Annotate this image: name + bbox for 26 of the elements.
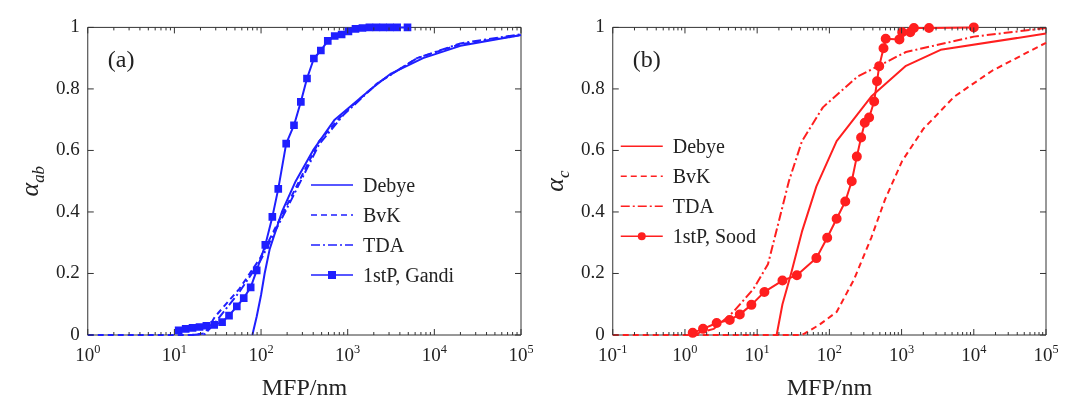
- legend-label: BvK: [672, 165, 712, 188]
- x-axis-title: MFP/nm: [786, 374, 873, 400]
- legend-label: Debye: [363, 174, 416, 197]
- y-tick-label: 0.8: [581, 76, 605, 98]
- y-tick-label: 0.6: [56, 138, 80, 160]
- x-axis-title: MFP/nm: [261, 374, 348, 400]
- legend-label: 1stP, Sood: [672, 225, 757, 248]
- annotation: (a): [107, 46, 135, 73]
- y-tick-label: 0.2: [56, 261, 80, 283]
- y-tick-label: 0.8: [56, 76, 80, 98]
- y-axis-title: αc: [539, 170, 574, 192]
- y-axis-title: αab: [14, 165, 49, 197]
- legend-label: TDA: [363, 234, 405, 256]
- y-tick-label: 0.6: [581, 138, 605, 160]
- y-tick-label: 0: [70, 322, 80, 344]
- y-tick-label: 0: [595, 322, 605, 344]
- y-tick-label: 0.2: [581, 261, 605, 283]
- y-tick-label: 0.4: [581, 199, 606, 221]
- y-tick-label: 1: [70, 15, 80, 37]
- annotation: (b): [632, 46, 661, 73]
- y-tick-label: 0.4: [56, 199, 81, 221]
- legend-label: Debye: [672, 135, 726, 159]
- legend-label: BvK: [363, 204, 402, 226]
- y-tick-label: 1: [595, 15, 605, 37]
- legend-label: 1stP, Gandi: [363, 264, 455, 286]
- legend-label: TDA: [672, 195, 715, 218]
